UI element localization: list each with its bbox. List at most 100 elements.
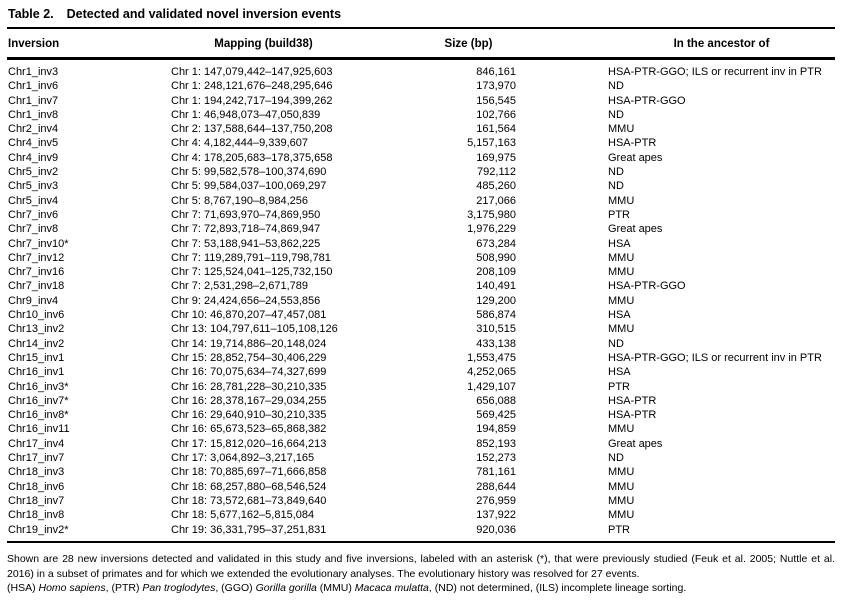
cell-mapping: Chr 13: 104,797,611–105,108,126 xyxy=(171,323,338,336)
cell-mapping: Chr 15: 28,852,754–30,406,229 xyxy=(171,351,327,364)
cell-size: 673,284 xyxy=(476,237,516,250)
cell-spacer xyxy=(516,265,608,279)
table-label: Table 2. xyxy=(8,7,54,21)
abbrev-text: (MMU) xyxy=(316,582,355,595)
cell-size: 194,859 xyxy=(476,423,516,436)
cell-inversion: Chr16_inv8* xyxy=(8,409,69,422)
table-row: Chr1_inv6 Chr 1: 248,121,676–248,295,646 1… xyxy=(8,79,835,93)
cell-inversion: Chr16_inv7* xyxy=(8,394,69,407)
cell-spacer xyxy=(516,294,608,308)
table-caption: Table 2. Detected and validated novel inv… xyxy=(7,0,835,27)
table-row: Chr15_inv1 Chr 15: 28,852,754–30,406,229 1… xyxy=(8,351,835,365)
cell-size: 276,959 xyxy=(476,494,516,507)
cell-spacer xyxy=(516,480,608,494)
cell-ancestor: ND xyxy=(608,180,624,193)
cell-size: 846,161 xyxy=(476,66,516,78)
cell-inversion: Chr1_inv8 xyxy=(8,108,59,121)
cell-ancestor: MMU xyxy=(608,294,635,307)
table-row: Chr7_inv18 Chr 7: 2,531,298–2,671,789 140,… xyxy=(8,279,835,293)
cell-size: 3,175,980 xyxy=(467,208,516,221)
cell-ancestor: ND xyxy=(608,80,624,93)
cell-spacer xyxy=(516,351,608,365)
cell-spacer xyxy=(516,337,608,351)
cell-inversion: Chr18_inv6 xyxy=(8,480,65,493)
cell-spacer xyxy=(516,208,608,222)
cell-size: 208,109 xyxy=(476,266,516,279)
cell-ancestor: HSA-PTR-GGO xyxy=(608,94,686,107)
table-row: Chr19_inv2* Chr 19: 36,331,795–37,251,831… xyxy=(8,523,835,537)
cell-ancestor: HSA xyxy=(608,309,631,322)
cell-spacer xyxy=(516,165,608,179)
table-row: Chr1_inv7 Chr 1: 194,242,717–194,399,262 1… xyxy=(8,94,835,108)
cell-spacer xyxy=(516,251,608,265)
paper-table-panel: Table 2. Detected and validated novel inv… xyxy=(7,0,835,595)
cell-spacer xyxy=(516,179,608,193)
cell-ancestor: MMU xyxy=(608,494,635,507)
table-row: Chr7_inv16 Chr 7: 125,524,041–125,732,150… xyxy=(8,265,835,279)
cell-mapping: Chr 4: 178,205,683–178,375,658 xyxy=(171,151,333,164)
cell-spacer xyxy=(516,237,608,251)
cell-inversion: Chr5_inv4 xyxy=(8,194,59,207)
cell-spacer xyxy=(516,437,608,451)
table-row: Chr18_inv6 Chr 18: 68,257,880–68,546,524 2… xyxy=(8,480,835,494)
cell-spacer xyxy=(516,508,608,522)
cell-mapping: Chr 2: 137,588,644–137,750,208 xyxy=(171,123,333,136)
cell-size: 173,970 xyxy=(476,80,516,93)
cell-mapping: Chr 4: 4,182,444–9,339,607 xyxy=(171,137,309,150)
cell-inversion: Chr7_inv8 xyxy=(8,223,59,236)
cell-inversion: Chr18_inv7 xyxy=(8,494,65,507)
cell-inversion: Chr9_inv4 xyxy=(8,294,59,307)
cell-inversion: Chr5_inv3 xyxy=(8,180,59,193)
abbrev-text: , (PTR) xyxy=(105,582,143,595)
col-header-size: Size (bp) xyxy=(444,38,493,50)
cell-size: 152,273 xyxy=(476,452,516,465)
rule-under-caption xyxy=(7,27,835,29)
species-name: Gorilla gorilla xyxy=(255,582,317,595)
cell-size: 156,545 xyxy=(476,94,516,107)
cell-spacer xyxy=(516,151,608,165)
col-header-ancestor: In the ancestor of xyxy=(673,38,770,50)
cell-size: 433,138 xyxy=(476,337,516,350)
cell-mapping: Chr 18: 73,572,681–73,849,640 xyxy=(171,494,327,507)
table-row: Chr17_inv4 Chr 17: 15,812,020–16,664,213 8… xyxy=(8,437,835,451)
cell-inversion: Chr15_inv1 xyxy=(8,351,65,364)
cell-mapping: Chr 7: 53,188,941–53,862,225 xyxy=(171,237,321,250)
col-header-mapping: Mapping (build38) xyxy=(214,38,313,50)
cell-size: 4,252,065 xyxy=(467,366,516,379)
cell-spacer xyxy=(516,365,608,379)
cell-size: 169,975 xyxy=(476,151,516,164)
cell-size: 656,088 xyxy=(476,394,516,407)
table-title: Detected and validated novel inversion e… xyxy=(66,7,342,21)
cell-spacer xyxy=(516,308,608,322)
cell-inversion: Chr13_inv2 xyxy=(8,323,65,336)
cell-mapping: Chr 16: 70,075,634–74,327,699 xyxy=(171,366,327,379)
table-row: Chr5_inv3 Chr 5: 99,584,037–100,069,297 48… xyxy=(8,179,835,193)
table-row: Chr9_inv4 Chr 9: 24,424,656–24,553,856 129… xyxy=(8,294,835,308)
cell-mapping: Chr 1: 194,242,717–194,399,262 xyxy=(171,94,333,107)
cell-mapping: Chr 7: 2,531,298–2,671,789 xyxy=(171,280,309,293)
cell-inversion: Chr2_inv4 xyxy=(8,123,59,136)
cell-inversion: Chr7_inv10* xyxy=(8,237,69,250)
table-row: Chr18_inv7 Chr 18: 73,572,681–73,849,640 2… xyxy=(8,494,835,508)
cell-inversion: Chr10_inv6 xyxy=(8,309,65,322)
cell-mapping: Chr 19: 36,331,795–37,251,831 xyxy=(171,523,327,536)
cell-ancestor: ND xyxy=(608,337,624,350)
cell-mapping: Chr 16: 65,673,523–65,868,382 xyxy=(171,423,327,436)
cell-spacer xyxy=(516,65,608,79)
cell-ancestor: ND xyxy=(608,452,624,465)
cell-mapping: Chr 18: 5,677,162–5,815,084 xyxy=(171,509,315,522)
table-header-row: Inversion Mapping (build38) Size (bp) In… xyxy=(7,29,835,57)
table-row: Chr7_inv12 Chr 7: 119,289,791–119,798,781… xyxy=(8,251,835,265)
cell-ancestor: MMU xyxy=(608,480,635,493)
cell-mapping: Chr 16: 29,640,910–30,210,335 xyxy=(171,409,327,422)
cell-size: 288,644 xyxy=(476,480,516,493)
cell-spacer xyxy=(516,279,608,293)
rule-under-header xyxy=(7,57,835,60)
cell-inversion: Chr7_inv18 xyxy=(8,280,65,293)
cell-ancestor: HSA xyxy=(608,237,631,250)
cell-mapping: Chr 1: 147,079,442–147,925,603 xyxy=(171,66,333,78)
cell-size: 5,157,163 xyxy=(467,137,516,150)
cell-size: 129,200 xyxy=(476,294,516,307)
abbrev-text: (HSA) xyxy=(7,582,39,595)
cell-ancestor: PTR xyxy=(608,208,630,221)
